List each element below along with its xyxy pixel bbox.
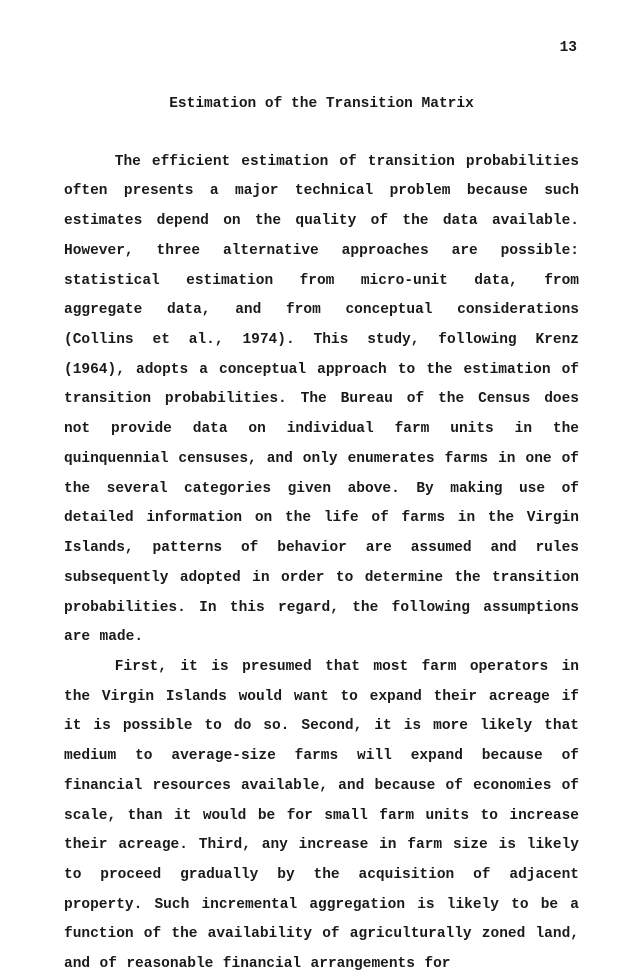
page-number: 13 (560, 34, 577, 64)
section-heading: Estimation of the Transition Matrix (64, 90, 579, 120)
paragraph-2: First, it is presumed that most farm ope… (64, 653, 579, 980)
document-page: 13 Estimation of the Transition Matrix T… (0, 0, 629, 900)
paragraph-1: The efficient estimation of transition p… (64, 148, 579, 653)
